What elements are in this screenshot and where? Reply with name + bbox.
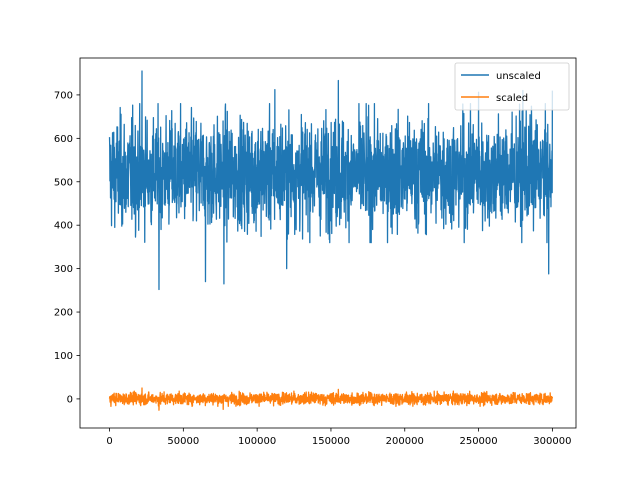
series-line-scaled: [108, 387, 554, 411]
x-tick-label: 0: [106, 436, 112, 447]
x-tick-label: 100000: [238, 436, 276, 447]
x-tick-label: 150000: [312, 436, 350, 447]
x-tick-label: 250000: [459, 436, 497, 447]
x-axis: 0 50000 100000 150000 200000 250000 300000: [106, 428, 571, 447]
series-line-unscaled: [108, 70, 554, 291]
y-axis: 0 100 200 300 400 500 600 700: [54, 90, 80, 405]
x-tick-label: 50000: [167, 436, 199, 447]
x-tick-label: 200000: [386, 436, 424, 447]
y-tick-label: 500: [54, 177, 73, 188]
x-tick-label: 300000: [533, 436, 571, 447]
y-tick-label: 600: [54, 134, 73, 145]
y-tick-label: 700: [54, 90, 73, 101]
legend-label-scaled: scaled: [496, 93, 528, 104]
legend-label-unscaled: unscaled: [496, 71, 541, 82]
y-tick-label: 300: [54, 264, 73, 275]
y-tick-label: 200: [54, 308, 73, 319]
plot-area: [80, 58, 576, 428]
series-layer: [108, 70, 554, 411]
plot-frame: [79, 57, 577, 429]
y-tick-label: 100: [54, 351, 73, 362]
y-tick-label: 400: [54, 221, 73, 232]
legend: unscaled scaled: [454, 62, 570, 111]
y-tick-label: 0: [67, 394, 73, 405]
